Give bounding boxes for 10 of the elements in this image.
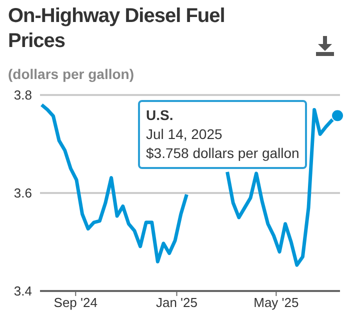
x-tick-label: May '25 [254,295,299,310]
chart-title: On-Highway Diesel Fuel Prices [8,4,226,54]
chart-subtitle: (dollars per gallon) [8,66,134,82]
y-tick-label: 3.6 [14,186,32,201]
callout-box: U.S. Jul 14, 2025 $3.758 dollars per gallon [138,100,308,169]
y-tick-label: 3.4 [14,284,32,299]
x-tick-label: Jan '25 [156,295,198,310]
x-tick-label: Sep '24 [54,295,98,310]
annotation: U.S. Jul 14, 2025 $3.758 dollars per gallon [146,106,300,163]
y-tick-label: 3.8 [14,88,32,103]
